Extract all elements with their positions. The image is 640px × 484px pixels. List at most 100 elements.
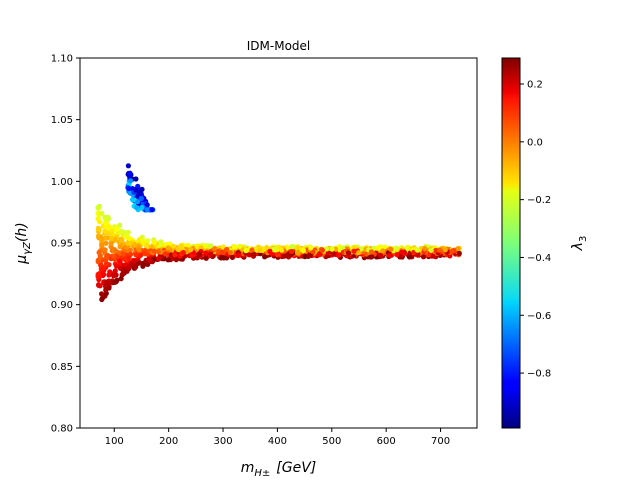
colorbar-tick-label: −0.4 [527, 253, 551, 264]
scatter-point [433, 247, 439, 254]
scatter-point [165, 245, 171, 251]
scatter-point [111, 273, 117, 279]
x-tick-label: 700 [431, 436, 450, 447]
scatter-point [455, 246, 461, 252]
scatter-point [96, 272, 102, 278]
scatter-point [139, 186, 145, 192]
scatter-point [102, 247, 108, 253]
scatter-point [140, 240, 146, 246]
scatter-point [414, 247, 420, 253]
scatter-point [95, 205, 101, 211]
scatter-point [198, 245, 204, 251]
scatter-point [257, 247, 263, 253]
scatter-point [203, 250, 209, 256]
scatter-point [102, 228, 108, 234]
scatter-point [144, 202, 150, 208]
scatter-point [117, 258, 123, 264]
x-axis: 100 200 300 400 500 600 700 [105, 428, 450, 447]
colorbar-tick-label: 0.2 [527, 80, 543, 91]
scatter-point [99, 291, 105, 297]
scatter-point [319, 247, 325, 253]
scatter-point [120, 251, 126, 257]
scatter-point [197, 251, 203, 257]
scatter-point [420, 254, 427, 260]
colorbar-tick-label: −0.8 [527, 369, 551, 380]
scatter-point [135, 199, 141, 205]
scatter-point [133, 176, 139, 182]
scatter-point [113, 263, 119, 269]
scatter-point [430, 253, 436, 259]
scatter-point [125, 163, 131, 169]
scatter-point [108, 235, 114, 241]
scatter-point [133, 204, 139, 211]
scatter-point [172, 252, 178, 258]
scatter-point [104, 254, 110, 260]
x-tick-label: 600 [377, 436, 396, 447]
scatter-point [399, 249, 405, 255]
scatter-point [212, 246, 218, 252]
scatter-point [126, 186, 132, 192]
scatter-point [178, 243, 184, 249]
scatter-point [107, 269, 113, 275]
y-tick-label: 1.05 [51, 115, 73, 126]
scatter-point [308, 245, 314, 251]
scatter-point [135, 260, 141, 266]
scatter-point [127, 240, 133, 246]
colorbar [501, 57, 521, 429]
scatter-point [388, 246, 394, 252]
scatter-point [117, 244, 123, 250]
scatter-point [127, 247, 133, 253]
scatter-point [99, 243, 105, 249]
x-tick-label: 200 [159, 436, 178, 447]
scatter-point [133, 187, 139, 193]
scatter-point [170, 243, 176, 249]
scatter-point [300, 248, 306, 254]
scatter-point [138, 195, 144, 202]
scatter-point [97, 283, 103, 289]
scatter-point [442, 247, 448, 253]
scatter-point [235, 252, 241, 259]
scatter-point [406, 254, 412, 260]
scatter-point [227, 250, 233, 256]
scatter-point [119, 237, 125, 243]
scatter-point [133, 264, 139, 270]
scatter-point [380, 248, 386, 254]
scatter-point [251, 251, 257, 257]
scatter-point [102, 214, 108, 220]
scatter-point [393, 245, 399, 251]
colorbar-label: λ3 [570, 236, 589, 252]
scatter-point [110, 253, 117, 259]
scatter-point [208, 243, 214, 249]
colorbar-tick-label: 0.0 [527, 137, 543, 148]
scatter-point [456, 250, 462, 256]
scatter-point [106, 224, 112, 230]
scatter-point [118, 276, 124, 282]
scatter-point [267, 248, 273, 254]
scatter-point [158, 239, 164, 245]
colorbar-tick-label: −0.6 [527, 311, 551, 322]
scatter-point [310, 249, 316, 255]
scatter-point [422, 246, 428, 252]
scatter-point [351, 248, 357, 254]
scatter-point [437, 247, 443, 253]
scatter-point [95, 216, 101, 222]
scatter-point [151, 239, 157, 245]
scatter-point [126, 255, 132, 261]
scatter-point [368, 254, 374, 260]
scatter-point [229, 254, 235, 260]
scatter-point [219, 249, 225, 255]
scatter-point [131, 258, 137, 264]
chart-title: IDM-Model [247, 39, 311, 53]
x-axis-title: mH± [GeV] [241, 460, 317, 479]
scatter-point [377, 244, 383, 250]
scatter-point [112, 237, 118, 243]
scatter-point [368, 249, 374, 255]
scatter-point [151, 248, 157, 254]
y-tick-label: 0.80 [51, 424, 73, 435]
scatter-point [165, 257, 171, 263]
scatter-point [261, 246, 267, 252]
scatter-point [144, 243, 150, 249]
scatter-point [224, 246, 230, 253]
scatter-point [139, 204, 145, 211]
scatter-point [114, 277, 120, 283]
